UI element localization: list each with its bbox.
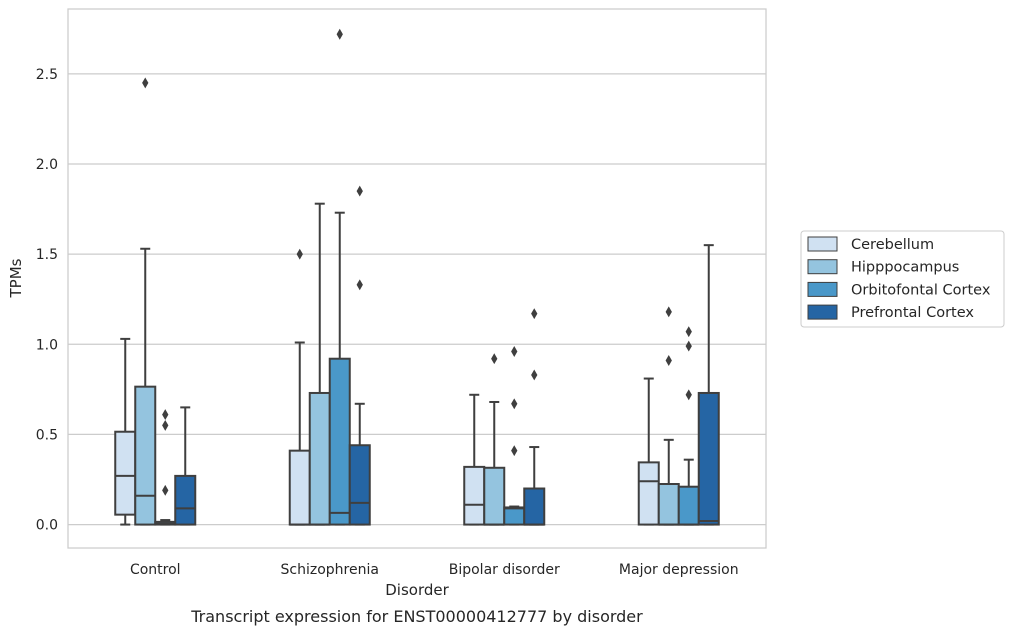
- outlier-marker: [162, 409, 169, 421]
- outlier-marker: [665, 306, 672, 318]
- outlier-marker: [491, 353, 498, 365]
- plot-area-frame: [67, 8, 767, 549]
- legend-swatch: [807, 281, 838, 297]
- legend-swatch: [807, 236, 838, 252]
- outlier-marker: [162, 419, 169, 431]
- y-tick-labels: 0.0 0.5 1.0 1.5 2.0 2.5: [36, 67, 58, 534]
- legend-frame: [800, 230, 1005, 328]
- iqr-box: [288, 449, 311, 526]
- legend-label: Hipppocampus: [851, 260, 959, 276]
- y-tick-label: 0.5: [36, 427, 58, 443]
- box-group: [288, 248, 311, 526]
- y-tick-label: 2.5: [36, 67, 58, 83]
- outlier-marker: [511, 445, 518, 457]
- y-axis-label: TPMs: [7, 258, 25, 298]
- outlier-marker: [336, 28, 343, 40]
- x-tick-label: Control: [130, 562, 181, 578]
- outlier-marker: [685, 326, 692, 338]
- legend-item: Orbitofontal Cortex: [807, 281, 991, 298]
- iqr-box: [134, 385, 157, 526]
- outlier-marker: [511, 346, 518, 357]
- legend-item: Cerebellum: [807, 236, 934, 253]
- box-group: [697, 244, 720, 526]
- iqr-box: [677, 485, 700, 526]
- box-group: [348, 185, 371, 526]
- iqr-box: [503, 506, 526, 526]
- y-tick-label: 2.0: [36, 157, 58, 173]
- iqr-box: [657, 483, 680, 526]
- iqr-box: [328, 357, 351, 526]
- x-axis-label: Disorder: [385, 581, 449, 599]
- outlier-marker: [665, 355, 672, 366]
- iqr-box: [483, 466, 506, 526]
- iqr-box: [637, 461, 660, 526]
- box-groups: [114, 28, 720, 526]
- legend-item: Prefrontal Cortex: [807, 304, 974, 321]
- box-group: [523, 308, 546, 526]
- box-group: [657, 306, 680, 526]
- legend-item: Hipppocampus: [807, 259, 959, 276]
- outlier-marker: [356, 279, 363, 291]
- outlier-marker: [685, 340, 692, 352]
- iqr-box: [697, 391, 720, 526]
- legend-label: Orbitofontal Cortex: [851, 282, 991, 298]
- outlier-marker: [531, 369, 538, 381]
- box-group: [328, 28, 351, 526]
- legend-label: Prefrontal Cortex: [851, 305, 974, 321]
- outlier-marker: [531, 308, 538, 320]
- x-tick-label: Bipolar disorder: [449, 562, 560, 578]
- y-tick-label: 1.5: [36, 247, 58, 263]
- y-tick-label: 0.0: [36, 518, 58, 534]
- y-tick-label: 1.0: [36, 337, 58, 353]
- box-group: [134, 77, 157, 526]
- iqr-box: [174, 474, 197, 526]
- outlier-marker: [162, 484, 169, 496]
- iqr-box: [114, 430, 137, 516]
- legend-swatch: [807, 259, 838, 275]
- iqr-box: [348, 444, 371, 526]
- outlier-marker: [296, 248, 303, 260]
- outlier-marker: [511, 398, 518, 410]
- iqr-box: [308, 391, 331, 526]
- box-group: [483, 353, 506, 526]
- iqr-box: [463, 465, 486, 526]
- iqr-box: [523, 487, 546, 526]
- legend: Cerebellum Hipppocampus Orbitofontal Corte…: [800, 230, 1005, 328]
- outlier-marker: [142, 77, 149, 89]
- box-group: [677, 326, 700, 526]
- figure-caption: Transcript expression for ENST0000041277…: [190, 607, 643, 626]
- x-tick-labels: Control Schizophrenia Bipolar disorder Majo…: [130, 562, 739, 578]
- outlier-marker: [356, 185, 363, 197]
- x-tick-label: Major depression: [619, 562, 739, 578]
- box-group: [174, 406, 197, 526]
- legend-swatch: [807, 304, 838, 320]
- legend-label: Cerebellum: [851, 237, 934, 253]
- x-tick-label: Schizophrenia: [281, 562, 379, 578]
- outlier-marker: [685, 389, 692, 401]
- box-group: [463, 393, 486, 526]
